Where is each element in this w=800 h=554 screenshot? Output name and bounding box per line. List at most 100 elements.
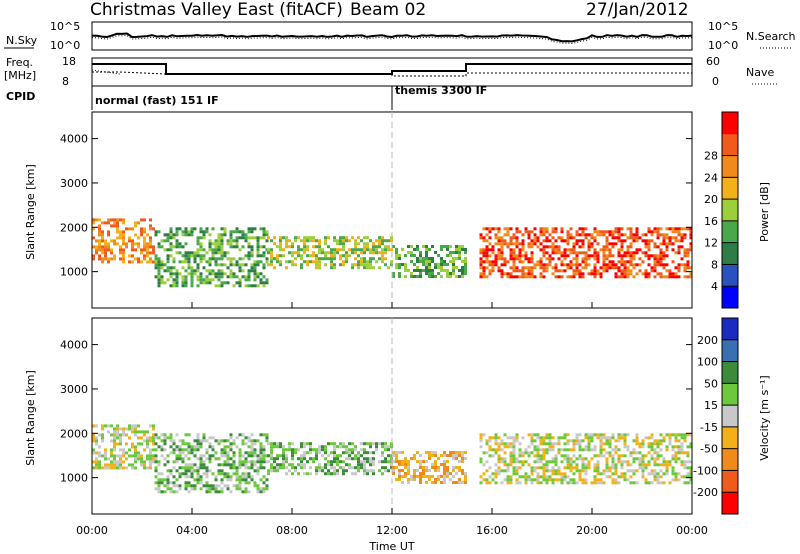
heatmap-cell [581, 478, 585, 482]
heatmap-cell [113, 457, 116, 461]
heatmap-cell [140, 233, 143, 237]
heatmap-cell [578, 475, 582, 479]
heatmap-cell [605, 236, 609, 240]
heatmap-cell [395, 251, 398, 254]
heatmap-cell [434, 463, 437, 466]
heatmap-cell [629, 481, 633, 485]
heatmap-cell [247, 439, 251, 443]
heatmap-cell [190, 469, 194, 473]
heatmap-cell [232, 257, 236, 261]
heatmap-cell [92, 218, 95, 222]
heatmap-cell [629, 260, 633, 264]
heatmap-cell [309, 451, 312, 455]
heatmap-cell [641, 475, 645, 479]
beam-label: Beam 02 [350, 0, 426, 20]
heatmap-cell [241, 433, 245, 437]
heatmap-cell [175, 278, 179, 282]
heatmap-cell [202, 460, 206, 464]
heatmap-cell [172, 284, 176, 288]
x-axis-label: Time UT [368, 540, 414, 553]
heatmap-cell [488, 230, 492, 234]
heatmap-cell [256, 466, 260, 470]
heatmap-cell [509, 239, 513, 243]
heatmap-cell [279, 239, 282, 243]
heatmap-cell [220, 227, 224, 231]
heatmap-cell [143, 245, 146, 249]
heatmap-cell [425, 481, 428, 484]
heatmap-cell [635, 263, 639, 267]
heatmap-cell [369, 260, 372, 264]
heatmap-cell [113, 466, 116, 470]
heatmap-cell [321, 469, 324, 473]
heatmap-cell [452, 451, 455, 454]
heatmap-cell [160, 481, 164, 485]
heatmap-cell [428, 266, 431, 269]
heatmap-cell [488, 466, 492, 470]
heatmap-cell [229, 263, 233, 267]
heatmap-cell [160, 245, 164, 249]
heatmap-cell [348, 457, 351, 461]
heatmap-cell [273, 242, 276, 246]
heatmap-cell [521, 436, 525, 440]
heatmap-cell [107, 260, 110, 264]
heatmap-cell [638, 460, 642, 464]
heatmap-cell [551, 442, 555, 446]
heatmap-cell [422, 269, 425, 272]
heatmap-cell [336, 445, 339, 449]
heatmap-cell [169, 236, 173, 240]
heatmap-cell [259, 490, 263, 494]
heatmap-cell [632, 481, 636, 485]
heatmap-cell [425, 248, 428, 251]
heatmap-cell [536, 433, 540, 437]
heatmap-cell [244, 442, 248, 446]
heatmap-cell [267, 251, 270, 255]
heatmap-cell [372, 242, 375, 246]
heatmap-cell [351, 472, 354, 476]
heatmap-cell [223, 484, 227, 488]
heatmap-cell [602, 448, 606, 452]
heatmap-cell [509, 451, 513, 455]
heatmap-cell [680, 263, 684, 267]
heatmap-cell [181, 460, 185, 464]
heatmap-cell [560, 239, 564, 243]
heatmap-cell [584, 481, 588, 485]
heatmap-cell [566, 233, 570, 237]
heatmap-cell [390, 463, 393, 467]
heatmap-cell [599, 451, 603, 455]
heatmap-cell [578, 448, 582, 452]
heatmap-cell [506, 230, 510, 234]
heatmap-cell [530, 239, 534, 243]
heatmap-cell [461, 275, 464, 278]
heatmap-cell [101, 239, 104, 243]
heatmap-cell [193, 269, 197, 273]
heatmap-cell [190, 451, 194, 455]
heatmap-cell [262, 254, 266, 258]
heatmap-cell [166, 436, 170, 440]
heatmap-cell [184, 260, 188, 264]
heatmap-cell [140, 463, 143, 467]
heatmap-cell [677, 239, 681, 243]
heatmap-cell [110, 433, 113, 437]
heatmap-cell [101, 427, 104, 431]
heatmap-cell [398, 475, 401, 478]
heatmap-cell [656, 260, 660, 264]
heatmap-cell [629, 272, 633, 276]
heatmap-cell [608, 251, 612, 255]
heatmap-cell [140, 248, 143, 252]
heatmap-cell [626, 227, 630, 231]
heatmap-cell [273, 445, 276, 449]
heatmap-cell [381, 260, 384, 264]
heatmap-cell [509, 445, 513, 449]
heatmap-cell [125, 433, 128, 437]
heatmap-cell [488, 475, 492, 479]
heatmap-cell [626, 251, 630, 255]
heatmap-cell [154, 454, 158, 458]
heatmap-cell [241, 236, 245, 240]
heatmap-cell [632, 233, 636, 237]
heatmap-cell [119, 218, 122, 222]
heatmap-cell [596, 269, 600, 273]
heatmap-cell [569, 457, 573, 461]
heatmap-cell [617, 239, 621, 243]
heatmap-cell [602, 454, 606, 458]
heatmap-cell [635, 442, 639, 446]
